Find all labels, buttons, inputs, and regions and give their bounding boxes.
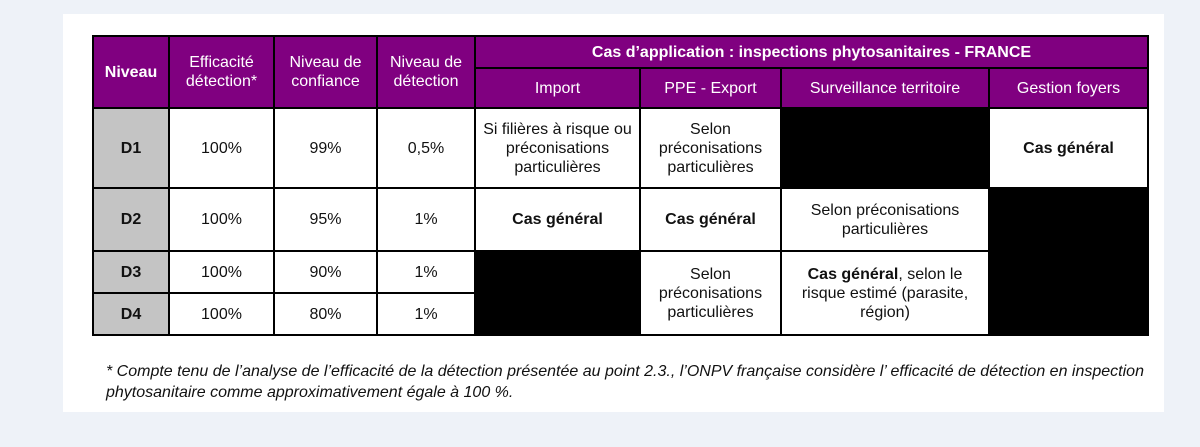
import-cell: Cas général bbox=[474, 187, 641, 252]
surveillance-cell: Cas général, selon le risque estimé (par… bbox=[780, 250, 990, 336]
header-ppe-export: PPE - Export bbox=[639, 67, 782, 109]
footnote: * Compte tenu de l’analyse de l’efficaci… bbox=[106, 363, 1144, 401]
confiance-cell: 90% bbox=[273, 250, 378, 294]
document-page: Niveau Efficacité détection* Niveau de c… bbox=[63, 14, 1164, 412]
detection-level-table: Niveau Efficacité détection* Niveau de c… bbox=[92, 35, 1149, 336]
detection-cell: 1% bbox=[376, 292, 476, 336]
ppe-export-cell: Cas général bbox=[639, 187, 782, 252]
header-import: Import bbox=[474, 67, 641, 109]
surveillance-bold-text: Cas général bbox=[807, 265, 899, 283]
gestion-blocked-cell bbox=[988, 250, 1149, 294]
level-cell: D2 bbox=[92, 187, 170, 252]
ppe-export-cell: Selon préconisations particulières bbox=[639, 107, 782, 189]
header-gestion-foyers: Gestion foyers bbox=[988, 67, 1149, 109]
header-niveau-detection: Niveau de détection bbox=[376, 35, 476, 109]
table-row-d3: D3 100% 90% 1% Selon préconisations part… bbox=[92, 250, 1149, 336]
header-niveau: Niveau bbox=[92, 35, 170, 109]
ppe-export-cell: Selon préconisations particulières bbox=[639, 250, 782, 336]
header-efficacite-detection: Efficacité détection* bbox=[168, 35, 275, 109]
level-cell: D1 bbox=[92, 107, 170, 189]
confiance-cell: 80% bbox=[273, 292, 378, 336]
detection-cell: 1% bbox=[376, 250, 476, 294]
confiance-cell: 99% bbox=[273, 107, 378, 189]
level-cell: D3 bbox=[92, 250, 170, 294]
import-blocked-cell bbox=[474, 250, 641, 336]
table-row-d1: D1 100% 99% 0,5% Si filières à risque ou… bbox=[92, 107, 1149, 189]
detection-cell: 1% bbox=[376, 187, 476, 252]
gestion-blocked-cell bbox=[988, 292, 1149, 336]
detection-cell: 0,5% bbox=[376, 107, 476, 189]
gestion-foyers-cell: Cas général bbox=[988, 107, 1149, 189]
header-row-top: Niveau Efficacité détection* Niveau de c… bbox=[92, 35, 1149, 109]
surveillance-blocked-cell bbox=[780, 107, 990, 189]
confiance-cell: 95% bbox=[273, 187, 378, 252]
surveillance-rest-text: , selon le risque estimé (parasite, régi… bbox=[801, 265, 969, 321]
header-row-sub: Import PPE - Export Surveillance territo… bbox=[93, 67, 1149, 109]
surveillance-cell: Selon préconisations particulières bbox=[780, 187, 990, 252]
header-niveau-confiance: Niveau de confiance bbox=[273, 35, 378, 109]
header-surveillance-territoire: Surveillance territoire bbox=[780, 67, 990, 109]
efficacite-cell: 100% bbox=[168, 107, 275, 189]
table-row-d4: D4 100% 80% 1% bbox=[92, 292, 1149, 336]
gestion-blocked-cell bbox=[988, 187, 1149, 252]
efficacite-cell: 100% bbox=[168, 187, 275, 252]
efficacite-cell: 100% bbox=[168, 250, 275, 294]
efficacite-cell: 100% bbox=[168, 292, 275, 336]
import-cell: Si filières à risque ou préconisations p… bbox=[474, 107, 641, 189]
level-cell: D4 bbox=[92, 292, 170, 336]
table-row-d2: D2 100% 95% 1% Cas général Cas général S… bbox=[92, 187, 1149, 252]
header-cas-application: Cas d’application : inspections phytosan… bbox=[474, 35, 1149, 69]
